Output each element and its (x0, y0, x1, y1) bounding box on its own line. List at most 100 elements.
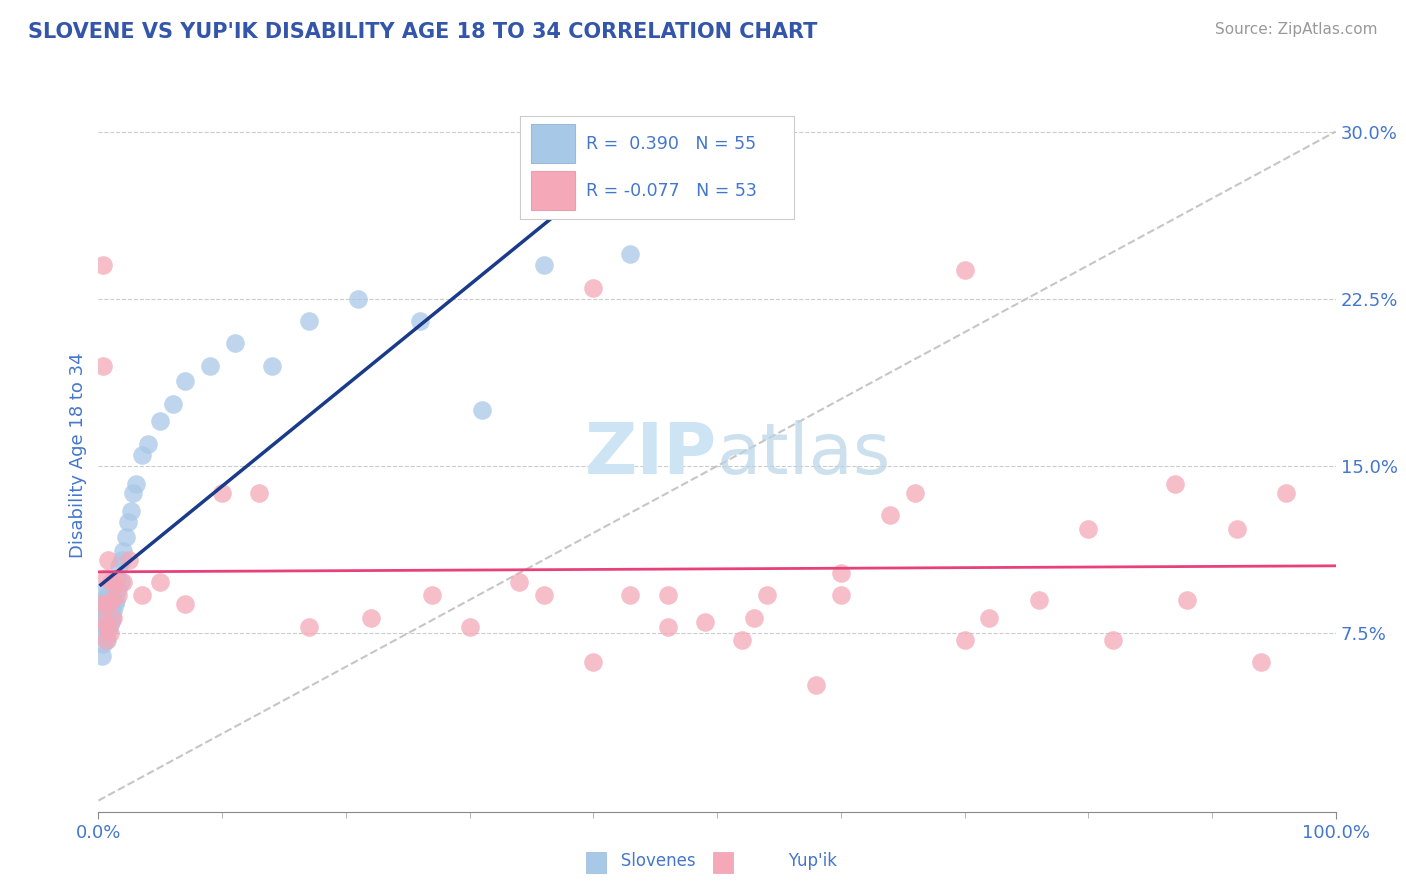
Point (93, 259, 115, 273)
Point (96, 633, 118, 648)
Point (582, 655, 605, 669)
Y-axis label: Disability Age 18 to 34: Disability Age 18 to 34 (69, 352, 87, 558)
Text: Source: ZipAtlas.com: Source: ZipAtlas.com (1215, 22, 1378, 37)
Point (93, 359, 115, 373)
Point (657, 619, 679, 633)
FancyBboxPatch shape (531, 124, 575, 163)
Point (1275, 485, 1298, 500)
Point (112, 574, 135, 589)
Point (693, 615, 716, 630)
Point (619, 247, 641, 261)
Text: R =  0.390   N = 55: R = 0.390 N = 55 (586, 135, 756, 153)
Point (149, 414, 172, 428)
Point (103, 604, 125, 618)
Point (112, 543, 135, 558)
Point (98, 591, 121, 605)
Point (458, 619, 481, 633)
Point (93, 615, 115, 630)
Point (1175, 592, 1198, 607)
Point (198, 359, 221, 373)
Point (533, 259, 555, 273)
Text: SLOVENE VS YUP'IK DISABILITY AGE 18 TO 34 CORRELATION CHART: SLOVENE VS YUP'IK DISABILITY AGE 18 TO 3… (28, 22, 817, 42)
Point (94, 610, 117, 624)
Point (100, 574, 122, 589)
Point (117, 515, 139, 529)
Point (247, 485, 270, 500)
Point (298, 619, 321, 633)
Point (174, 598, 197, 612)
Point (879, 508, 901, 523)
Point (101, 610, 124, 624)
Point (904, 485, 927, 500)
Point (298, 314, 321, 328)
Point (107, 589, 129, 603)
Point (131, 448, 153, 462)
Point (96, 598, 118, 612)
Point (103, 610, 125, 624)
Point (93, 592, 115, 607)
Point (953, 262, 976, 277)
Point (979, 610, 1001, 624)
Point (120, 503, 142, 517)
Point (94, 626, 117, 640)
Point (260, 359, 283, 373)
Point (131, 589, 153, 603)
Point (471, 403, 494, 417)
Point (582, 281, 605, 295)
FancyBboxPatch shape (586, 852, 606, 873)
Point (100, 599, 122, 614)
Point (657, 589, 679, 603)
Point (830, 589, 852, 603)
Point (90, 604, 112, 618)
Point (136, 436, 159, 450)
Point (97, 552, 120, 567)
FancyBboxPatch shape (713, 852, 733, 873)
Point (91, 598, 114, 612)
Point (1164, 476, 1187, 491)
Text: atlas: atlas (717, 420, 891, 490)
Point (107, 582, 129, 596)
Point (619, 589, 641, 603)
Point (111, 552, 134, 567)
Point (93, 604, 115, 618)
Point (347, 292, 370, 306)
Point (97, 598, 120, 612)
Point (110, 574, 132, 589)
Text: Slovenes: Slovenes (605, 852, 695, 870)
Point (105, 571, 128, 585)
Point (114, 530, 136, 544)
Point (422, 589, 444, 603)
Point (101, 592, 124, 607)
Point (93, 615, 115, 630)
Point (360, 610, 382, 624)
Point (104, 592, 127, 607)
Point (224, 336, 246, 351)
Point (97, 610, 120, 624)
Point (124, 476, 146, 491)
Point (174, 375, 197, 389)
Point (122, 485, 145, 500)
Point (96, 589, 118, 603)
Point (1250, 655, 1272, 669)
Text: Yup'ik: Yup'ik (773, 852, 838, 870)
Point (742, 610, 765, 624)
Point (1077, 521, 1099, 535)
Point (409, 314, 432, 328)
Point (96, 608, 118, 623)
Point (93, 637, 115, 651)
Point (953, 633, 976, 648)
Point (731, 633, 754, 648)
Point (1226, 521, 1249, 535)
Point (149, 574, 172, 589)
Point (211, 485, 233, 500)
Point (98, 626, 121, 640)
Text: ZIP: ZIP (585, 420, 717, 490)
Point (103, 598, 125, 612)
Point (101, 592, 124, 607)
Point (1102, 633, 1125, 648)
Point (98, 604, 121, 618)
Point (162, 396, 184, 410)
Point (1028, 592, 1050, 607)
Point (804, 678, 827, 692)
Point (98, 617, 121, 632)
